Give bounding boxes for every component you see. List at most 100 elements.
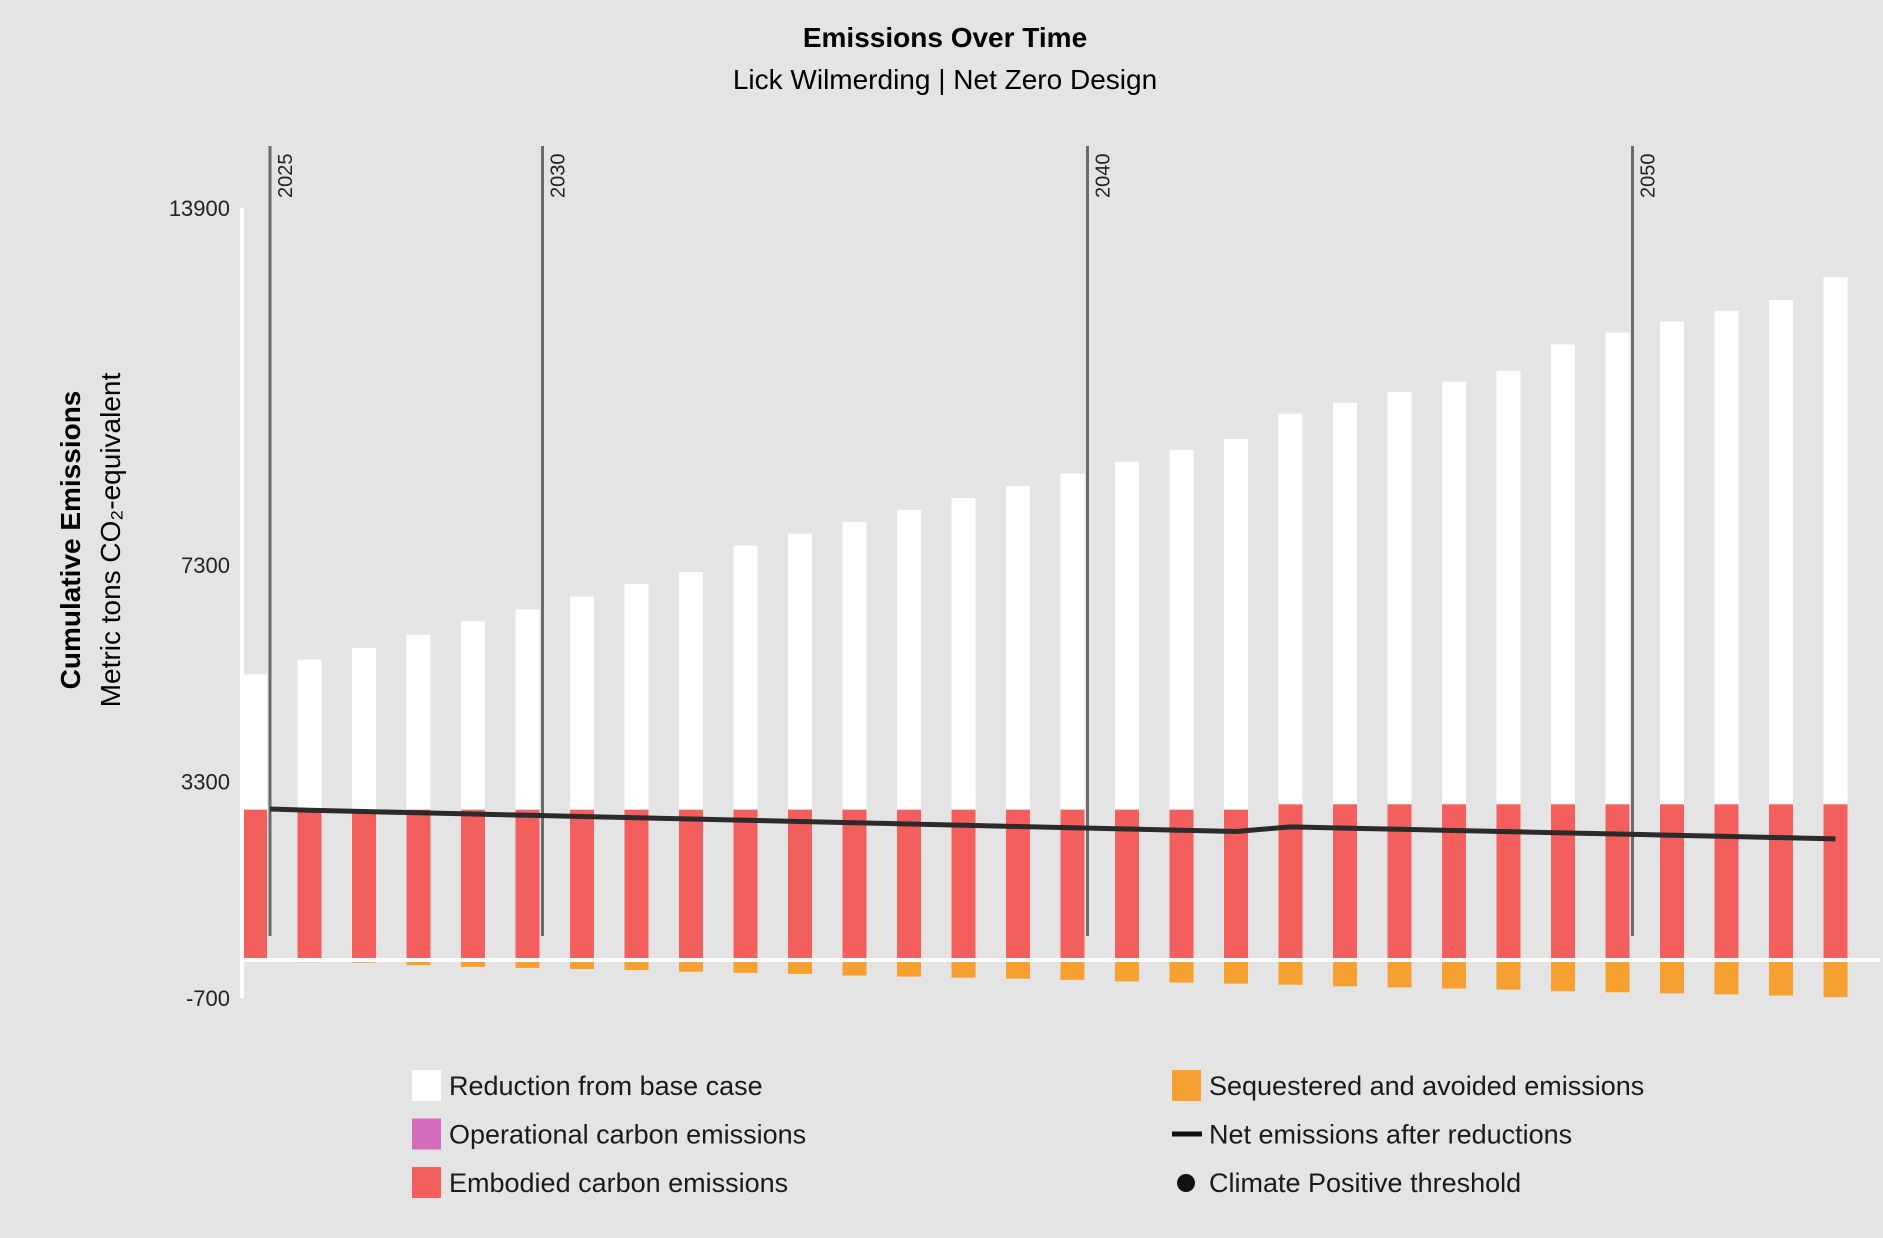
legend-line-icon [1172,1131,1202,1137]
bars-group [243,277,1848,998]
bar-sequestered [1442,962,1466,989]
bar-embodied [1169,809,1194,960]
bar-reduction [1333,402,1357,805]
legend-dot-icon [1177,1174,1195,1192]
year-marker-label: 2025 [275,154,297,199]
bar-sequestered [1115,962,1139,982]
year-marker-label: 2030 [548,154,570,199]
bar-reduction [570,596,594,810]
bar-sequestered [461,962,485,967]
bar-sequestered [624,962,649,971]
bar-embodied [515,809,540,960]
bar-embodied [1115,809,1139,960]
bar-sequestered [352,962,376,963]
bar-reduction [1551,344,1575,805]
bar-reduction [1387,391,1412,805]
axes-group [240,208,1880,998]
year-markers: 2025 2030 2040 2050 [268,146,1660,936]
bar-sequestered [1060,962,1085,980]
bar-reduction [1660,321,1684,805]
bar-reduction [624,584,649,810]
bar-reduction [679,572,703,810]
bar-sequestered [515,962,540,968]
bar-embodied [624,809,649,960]
bar-sequestered [1333,962,1357,987]
legend-label: Operational carbon emissions [449,1120,806,1150]
bar-embodied [1660,804,1684,960]
bar-reduction [297,659,322,810]
bar-reduction [1006,486,1030,810]
y-axis-title: Cumulative Emissions [55,391,86,690]
bar-sequestered [1551,962,1575,992]
bar-reduction [352,647,376,810]
chart-subtitle: Lick Wilmerding | Net Zero Design [733,64,1157,95]
bar-embodied [297,809,322,960]
y-tick-label: 7300 [181,553,230,578]
bar-embodied [951,809,976,960]
bar-sequestered [1387,962,1412,988]
legend-label: Net emissions after reductions [1209,1120,1572,1150]
bar-sequestered [788,962,812,974]
bar-sequestered [1769,962,1793,996]
bar-embodied [1060,809,1085,960]
bar-sequestered [679,962,703,972]
bar-reduction [406,634,431,810]
legend-swatch [412,1118,441,1150]
bar-sequestered [842,962,867,976]
legend: Reduction from base case Operational carb… [412,1070,1644,1198]
net-line-group [269,806,1836,842]
bar-sequestered [1823,962,1848,998]
bar-embodied [788,809,812,960]
bar-sequestered [1224,962,1248,984]
bar-reduction [788,533,812,810]
bar-embodied [733,809,758,960]
bar-sequestered [1169,962,1194,983]
bar-reduction [1169,449,1194,810]
bar-reduction [1224,439,1248,810]
bar-embodied [243,809,267,960]
year-marker-label: 2050 [1638,154,1660,199]
bar-reduction [1442,381,1466,805]
legend-label: Climate Positive threshold [1209,1168,1521,1198]
bar-reduction [461,621,485,810]
bar-embodied [1605,804,1630,960]
bar-sequestered [1605,962,1630,993]
bar-sequestered [406,962,431,966]
bar-reduction [1496,370,1521,805]
bar-reduction [515,609,540,810]
bar-embodied [1714,804,1739,960]
bar-reduction [842,521,867,810]
bar-reduction [733,545,758,810]
bar-embodied [1551,804,1575,960]
bar-embodied [1224,809,1248,960]
bar-embodied [1442,804,1466,960]
bar-sequestered [1714,962,1739,995]
bar-reduction [1115,461,1139,810]
bar-embodied [679,809,703,960]
legend-label: Reduction from base case [449,1071,763,1101]
bar-embodied [897,809,921,960]
bar-reduction [1769,299,1793,805]
legend-swatch [412,1070,441,1101]
bar-sequestered [1278,962,1303,985]
bar-sequestered [897,962,921,977]
bar-embodied [570,809,594,960]
bar-embodied [1496,804,1521,960]
bar-sequestered [951,962,976,978]
bar-reduction [1714,310,1739,805]
bar-embodied [461,809,485,960]
bar-reduction [951,497,976,810]
y-ticks: 13900 7300 3300 -700 [169,196,230,1011]
bar-sequestered [1660,962,1684,994]
bar-embodied [1278,804,1303,960]
chart-title: Emissions Over Time [803,22,1087,53]
legend-label: Sequestered and avoided emissions [1209,1071,1644,1101]
bar-embodied [352,809,376,960]
bar-reduction [1605,332,1630,805]
bar-reduction [1823,277,1848,805]
bar-embodied [842,809,867,960]
y-axis-subtitle: Metric tons CO₂-equivalent [95,373,126,708]
y-tick-label: 3300 [181,769,230,794]
year-marker-label: 2040 [1093,154,1115,199]
